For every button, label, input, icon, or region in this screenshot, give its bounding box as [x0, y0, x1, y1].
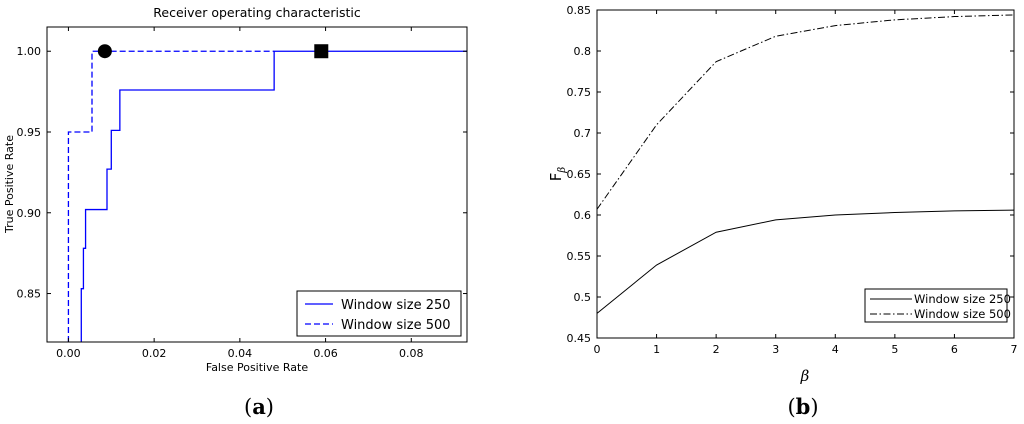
roc-marker-circle: [97, 44, 112, 59]
fbeta-x-ticks: 0 1 2 3 4 5 6 7: [594, 10, 1018, 356]
panel-label-b: (b): [787, 394, 818, 419]
roc-x-tick-label: 0.06: [313, 347, 338, 360]
roc-x-tick-label: 0.04: [228, 347, 253, 360]
roc-x-ticks: 0.00 0.02 0.04 0.06 0.08: [56, 27, 424, 360]
roc-legend-box: [296, 290, 462, 337]
roc-marker-square: [314, 44, 329, 59]
roc-y-tick-label: 1.00: [17, 45, 42, 58]
fbeta-x-tick-label: 5: [891, 343, 898, 356]
roc-y-tick-label: 0.95: [17, 126, 42, 139]
fbeta-x-tick-label: 2: [713, 343, 720, 356]
roc-legend-label-500: Window size 500: [341, 318, 451, 333]
roc-y-ticks: 0.85 0.90 0.95 1.00: [17, 45, 467, 301]
fbeta-x-axis-label: β: [800, 367, 810, 385]
fbeta-y-tick-label: 0.75: [567, 86, 592, 99]
fbeta-y-tick-label: 0.6: [574, 209, 592, 222]
roc-plot-frame: [46, 26, 468, 343]
roc-series-line-2: [67, 50, 275, 342]
panel-label-a-letter: a: [252, 394, 266, 419]
roc-legend: Window size 250 Window size 500: [296, 290, 462, 337]
fbeta-y-tick-label: 0.8: [574, 45, 592, 58]
fbeta-y-tick-label: 0.55: [567, 250, 592, 263]
fbeta-y-tick-label: 0.5: [574, 291, 592, 304]
roc-x-tick-label: 0.08: [399, 347, 424, 360]
fbeta-y-ticks: 0.45 0.5 0.55 0.6 0.65 0.7 0.75 0.8 0.85: [567, 4, 1014, 345]
fbeta-y-axis-label-text: Fβ: [547, 167, 568, 182]
fbeta-y-axis-label-main: F: [547, 173, 565, 182]
panel-label-b-letter: b: [796, 394, 811, 419]
fbeta-y-tick-label: 0.85: [567, 4, 592, 17]
roc-y-tick-label: 0.90: [17, 207, 42, 220]
panel-label-a: (a): [244, 394, 274, 419]
fbeta-chart: 0 1 2 3 4 5 6 7 0.45 0.5 0.55 0.6 0.65 0.7 0.75 0.8 0.8…: [547, 4, 1018, 385]
fbeta-y-tick-label: 0.65: [567, 168, 592, 181]
roc-chart: Receiver operating characteristic 0.00 0.…: [3, 5, 468, 374]
fbeta-x-tick-label: 1: [653, 343, 660, 356]
fbeta-x-tick-label: 6: [951, 343, 958, 356]
roc-x-tick-label: 0.02: [142, 347, 167, 360]
fbeta-y-tick-label: 0.7: [574, 127, 592, 140]
fbeta-y-axis-label-subscript: β: [557, 167, 568, 174]
roc-x-axis-label: False Positive Rate: [206, 361, 308, 374]
roc-y-tick-label: 0.85: [17, 288, 42, 301]
fbeta-legend-label-500: Window size 500: [914, 307, 1011, 321]
fbeta-x-tick-label: 0: [594, 343, 601, 356]
fbeta-y-axis-label: Fβ: [547, 167, 568, 182]
fbeta-plot-area: [596, 14, 1015, 314]
fbeta-x-tick-label: 3: [772, 343, 779, 356]
roc-plot-area: [67, 44, 467, 342]
fbeta-legend-label-250: Window size 250: [914, 292, 1011, 306]
fbeta-series-line-1: [596, 209, 1015, 314]
fbeta-x-tick-label: 7: [1011, 343, 1018, 356]
roc-legend-label-250: Window size 250: [341, 298, 451, 313]
fbeta-legend: Window size 250 Window size 500: [864, 288, 1011, 323]
fbeta-legend-box: [864, 288, 1008, 323]
roc-chart-title: Receiver operating characteristic: [153, 5, 361, 20]
fbeta-series-line-2: [596, 14, 1015, 210]
roc-series-line-1: [80, 50, 467, 342]
fbeta-y-tick-label: 0.45: [567, 332, 592, 345]
fbeta-x-tick-label: 4: [832, 343, 839, 356]
roc-x-tick-label: 0.00: [56, 347, 81, 360]
roc-y-axis-label: True Positive Rate: [3, 135, 16, 234]
